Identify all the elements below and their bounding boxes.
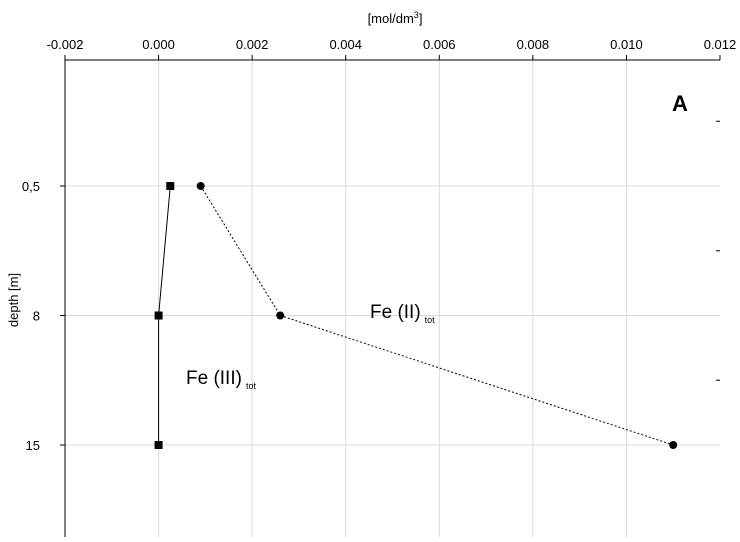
x-tick-label: 0.006 bbox=[423, 37, 456, 52]
x-axis-title: [mol/dm3] bbox=[368, 10, 423, 26]
y-tick-label: 0,5 bbox=[22, 179, 40, 194]
fe2-series-label: Fe (II) tot bbox=[370, 302, 435, 325]
axes bbox=[64, 59, 720, 537]
data-point-square bbox=[154, 311, 163, 320]
y-axis-title: depth [m] bbox=[6, 273, 21, 327]
x-axis-ticks: -0.002 0.000 0.002 0.004 0.006 0.008 0.010 0.01… bbox=[47, 37, 737, 60]
x-tick-label: 0.010 bbox=[610, 37, 643, 52]
data-point-circle bbox=[196, 182, 205, 190]
y-axis-ticks: 0,5 8 15 bbox=[22, 120, 720, 453]
x-tick-label: -0.002 bbox=[47, 37, 84, 52]
x-tick-label: 0.000 bbox=[142, 37, 175, 52]
x-tick-label: 0.004 bbox=[329, 37, 362, 52]
panel-label: A bbox=[672, 91, 688, 116]
x-tick-label: 0.008 bbox=[517, 37, 550, 52]
x-tick-label: 0.002 bbox=[236, 37, 269, 52]
data-point-square bbox=[166, 182, 175, 190]
y-tick-label: 15 bbox=[26, 438, 40, 453]
fe3-series-label: Fe (III) tot bbox=[186, 368, 256, 391]
y-tick-label: 8 bbox=[33, 309, 40, 324]
series bbox=[154, 182, 678, 449]
x-tick-label: 0.012 bbox=[704, 37, 737, 52]
data-point-circle bbox=[669, 441, 678, 449]
data-point-circle bbox=[276, 311, 285, 320]
data-point-square bbox=[154, 441, 163, 449]
